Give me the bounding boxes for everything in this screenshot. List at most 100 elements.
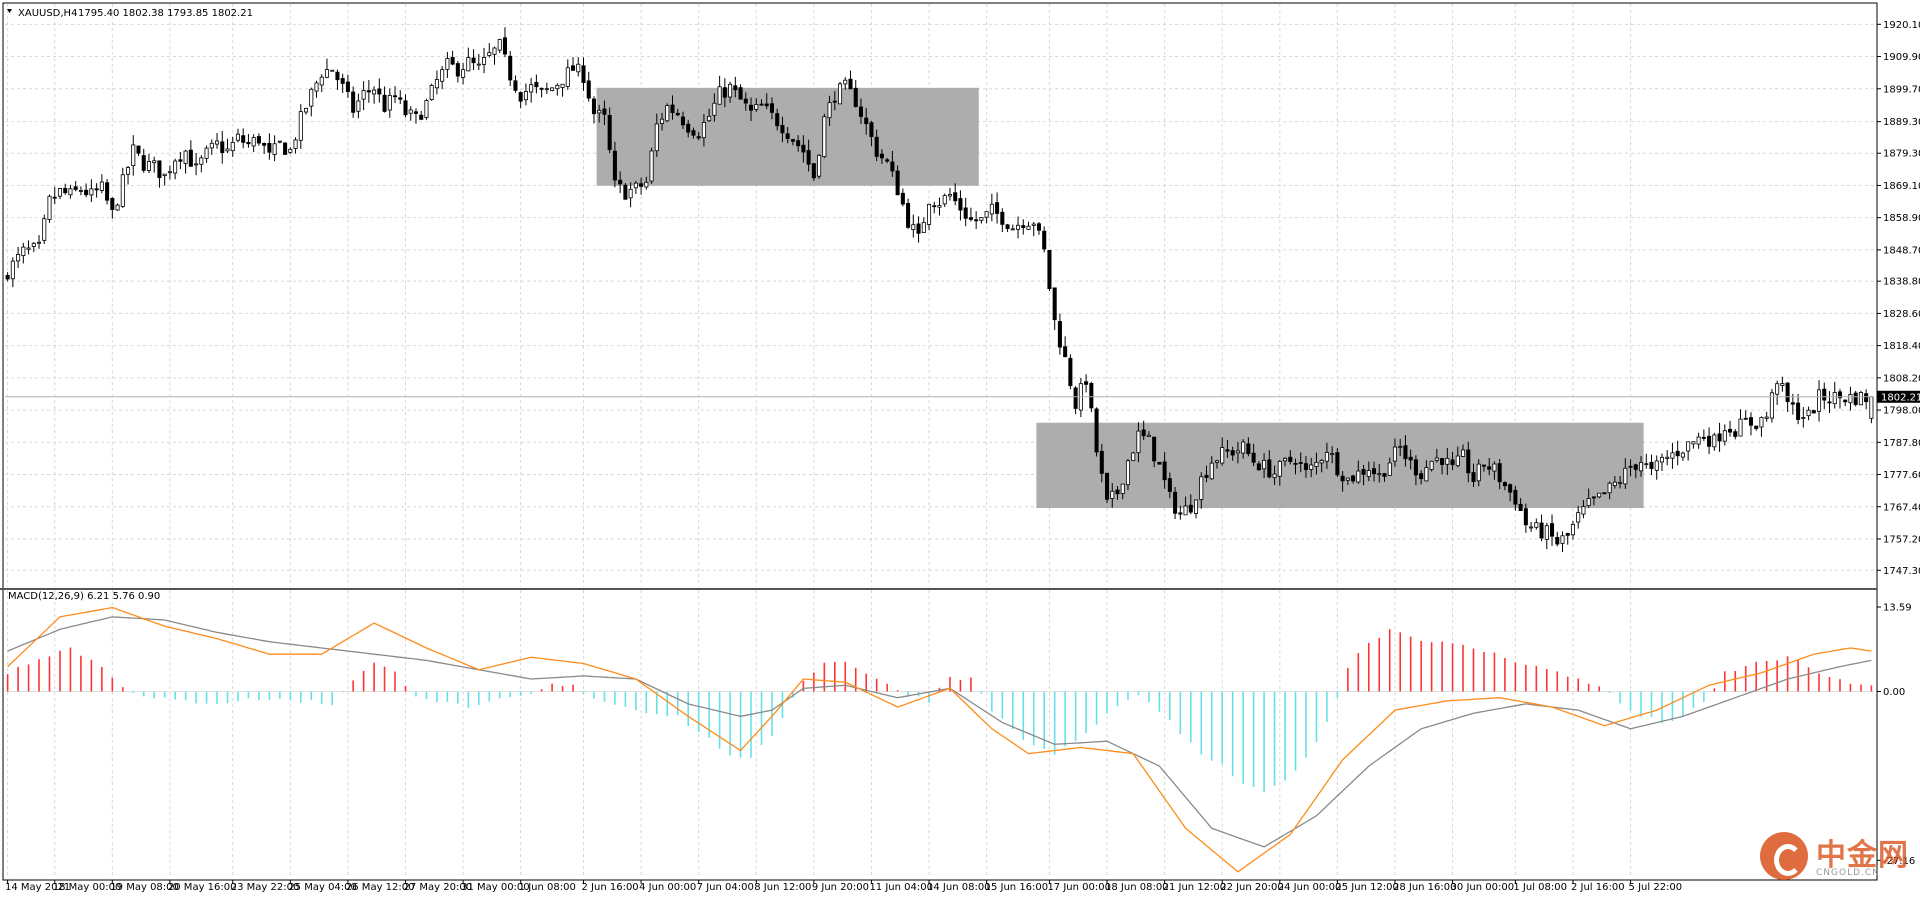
candle-body <box>1246 443 1251 455</box>
candle-body <box>738 87 743 100</box>
candle-body <box>1408 456 1413 461</box>
candle-body <box>1026 225 1031 230</box>
candle-body <box>712 102 717 116</box>
candle-body <box>576 63 581 73</box>
candle-body <box>822 116 827 158</box>
x-axis-label-14: 9 Jun 20:00 <box>812 882 869 893</box>
chart-menu-icon <box>7 9 12 13</box>
candle-body <box>1806 409 1811 417</box>
candle-body <box>1602 492 1607 495</box>
candle-body <box>340 78 345 84</box>
candle-body <box>199 157 204 165</box>
x-axis-label-28: 5 Jul 22:00 <box>1629 882 1683 893</box>
candle-body <box>1790 402 1795 405</box>
candle-body <box>1345 477 1350 481</box>
x-axis-label-13: 8 Jun 12:00 <box>754 882 811 893</box>
candle-body <box>366 90 371 93</box>
candle-body <box>445 58 450 70</box>
candle-body <box>251 137 256 147</box>
candle-body <box>1434 457 1439 461</box>
candle-body <box>84 189 89 196</box>
candle-body <box>942 195 947 205</box>
candle-body <box>21 246 26 257</box>
y-axis-label-7: 1848.70 <box>1883 245 1920 256</box>
chart-ohlc-label: 1795.40 1802.38 1793.85 1802.21 <box>78 8 253 19</box>
candle-body <box>272 143 277 155</box>
macd-signal-line <box>7 616 1872 848</box>
candle-body <box>73 186 78 190</box>
candle-body <box>937 205 942 208</box>
candle-body <box>345 81 350 92</box>
candle-body <box>1497 463 1502 483</box>
candle-body <box>1675 450 1680 457</box>
y-axis-label-11: 1808.20 <box>1883 373 1920 384</box>
candle-body <box>382 94 387 112</box>
candle-body <box>63 188 68 194</box>
candle-body <box>1722 430 1727 442</box>
watermark-en-text: CNGOLD.CN <box>1816 868 1880 878</box>
candle-body <box>858 106 863 117</box>
candle-body <box>728 83 733 98</box>
candle-body <box>298 111 303 141</box>
candle-body <box>864 117 869 125</box>
candle-body <box>759 103 764 106</box>
candle-body <box>1853 392 1858 405</box>
candle-body <box>277 140 282 143</box>
candle-body <box>178 159 183 162</box>
candle-body <box>408 109 413 114</box>
candle-body <box>1628 465 1633 468</box>
candle-body <box>1256 463 1261 471</box>
candle-body <box>1686 441 1691 452</box>
candle-body <box>1487 466 1492 470</box>
candle-body <box>916 223 921 234</box>
candle-body <box>68 188 73 196</box>
candle-body <box>1691 441 1696 445</box>
candle-body <box>115 204 120 211</box>
y-axis-label-15: 1767.40 <box>1883 502 1920 513</box>
candle-body <box>283 142 288 155</box>
candle-body <box>529 84 534 93</box>
candle-body <box>974 219 979 222</box>
candle-body <box>1869 396 1874 419</box>
candle-body <box>1570 523 1575 536</box>
candle-body <box>487 52 492 56</box>
candle-body <box>1042 230 1047 250</box>
candle-body <box>141 155 146 171</box>
candle-body <box>1214 460 1219 463</box>
candle-body <box>1759 417 1764 428</box>
candle-body <box>1513 489 1518 505</box>
candle-body <box>136 145 141 154</box>
candle-body <box>623 184 628 200</box>
candle-body <box>539 87 544 90</box>
candle-body <box>1654 460 1659 471</box>
candle-body <box>1476 463 1481 482</box>
candle-body <box>1523 508 1528 526</box>
candle-body <box>754 104 759 110</box>
candle-body <box>466 57 471 72</box>
candle-body <box>1633 464 1638 470</box>
candle-body <box>581 65 586 83</box>
candle-body <box>927 203 932 225</box>
candle-body <box>806 150 811 165</box>
candle-body <box>10 260 15 280</box>
candle-body <box>1115 489 1120 495</box>
macd-axis-label-2: -27.16 <box>1883 856 1915 867</box>
candle-body <box>639 183 644 187</box>
candle-body <box>885 159 890 162</box>
candle-body <box>1586 498 1591 507</box>
macd-panel-frame <box>2 588 1878 881</box>
candle-body <box>571 65 576 71</box>
candle-body <box>1073 387 1078 409</box>
candle-body <box>1424 467 1429 482</box>
candle-body <box>1403 445 1408 460</box>
candle-body <box>1377 473 1382 476</box>
candle-body <box>895 170 900 196</box>
candle-body <box>1110 490 1115 499</box>
candle-body <box>1047 249 1052 289</box>
candle-body <box>848 78 853 90</box>
x-axis-label-2: 19 May 08:00 <box>110 882 179 893</box>
candle-body <box>429 85 434 101</box>
candle-body <box>1413 459 1418 476</box>
x-axis-label-8: 31 May 00:00 <box>461 882 530 893</box>
